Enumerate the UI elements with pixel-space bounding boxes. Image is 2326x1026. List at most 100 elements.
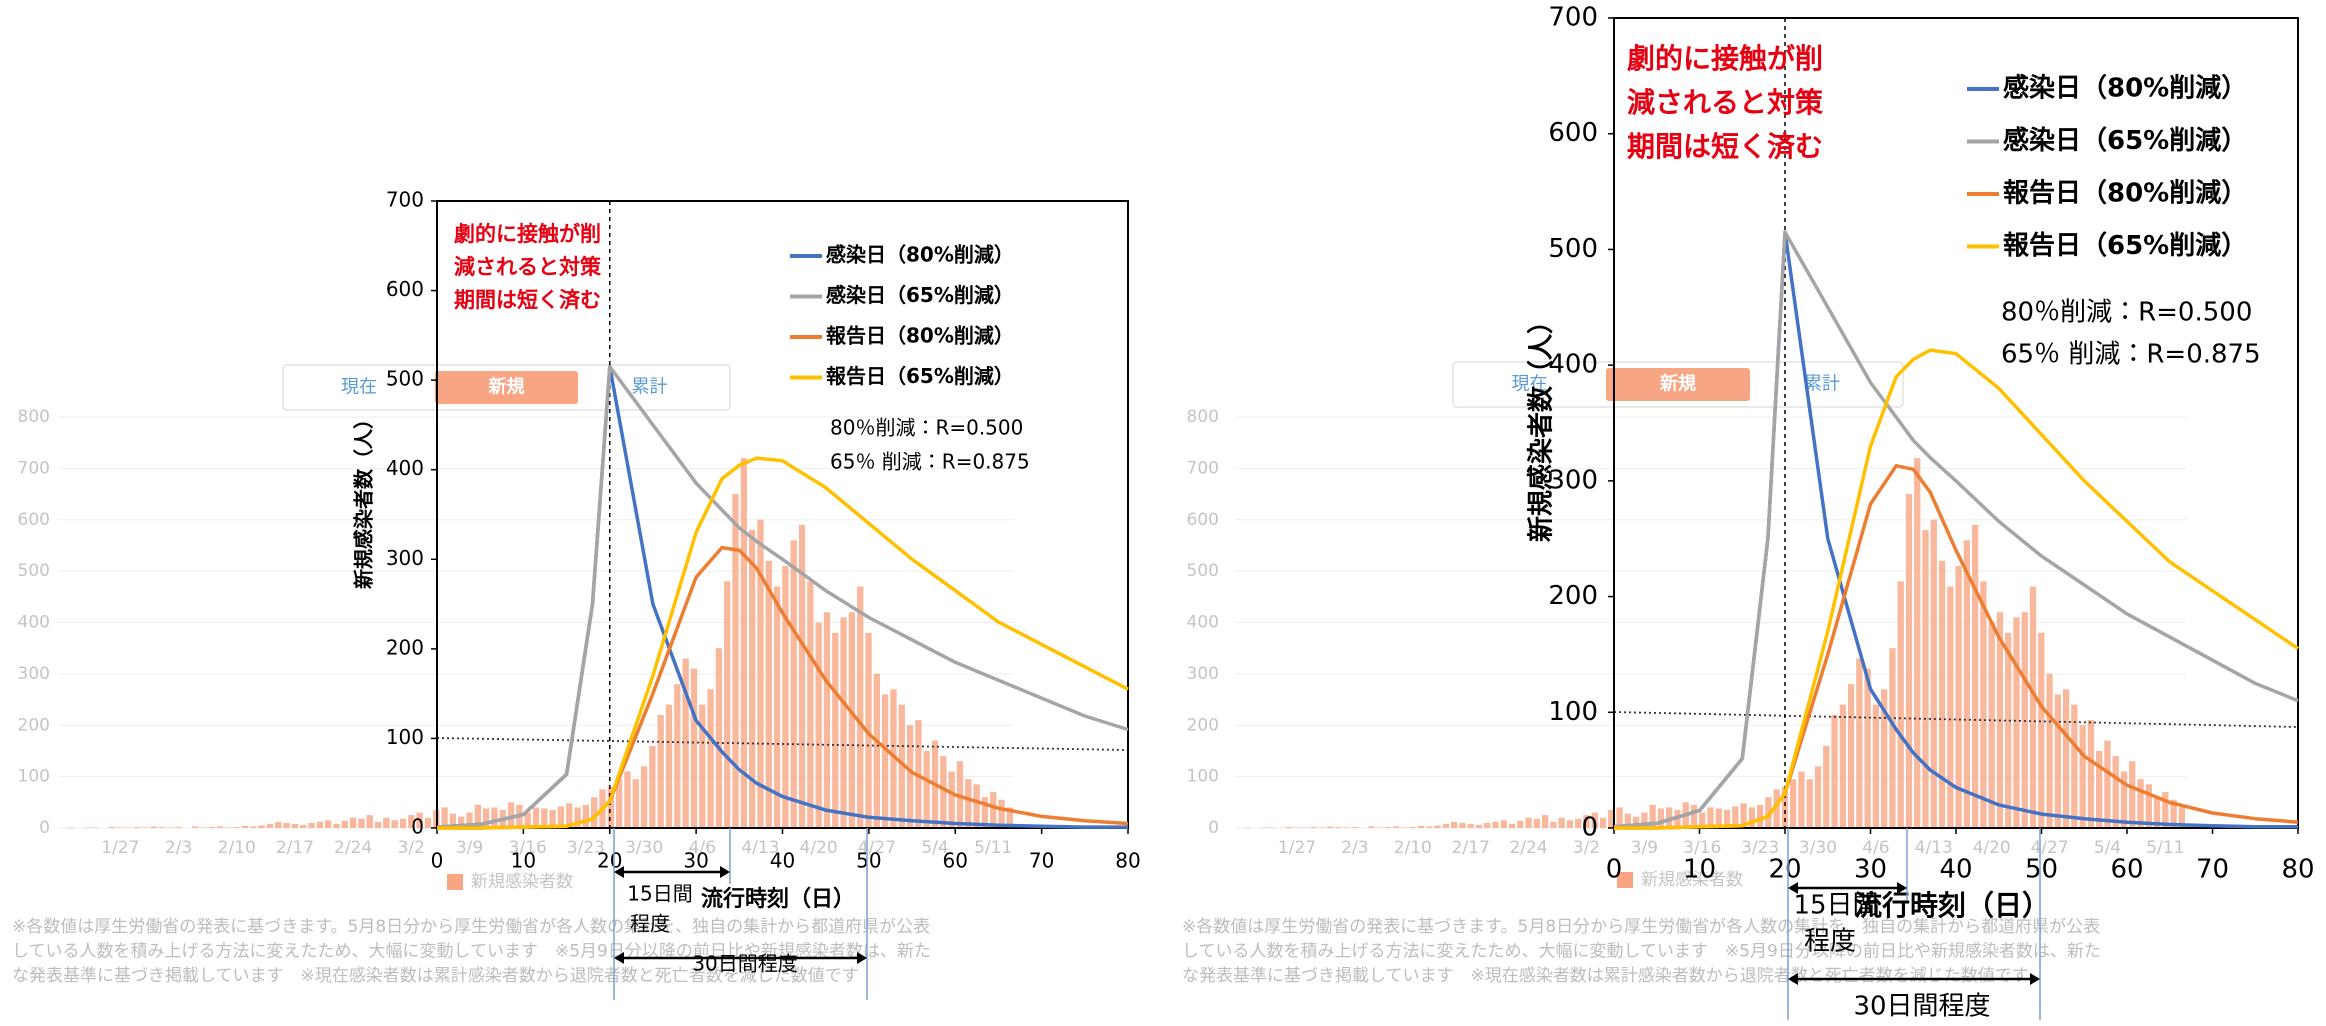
annotation: 期間は短く済む	[1627, 130, 1823, 163]
bar	[1417, 825, 1425, 828]
bar	[624, 771, 631, 828]
bar	[474, 804, 481, 828]
bar	[848, 612, 856, 828]
r-note: 65％ 削減：R=0.875	[2001, 340, 2261, 370]
bar	[1318, 827, 1325, 828]
bar	[275, 821, 282, 828]
bracket-label: 程度	[630, 912, 670, 936]
bar	[940, 756, 947, 828]
bar	[150, 826, 157, 828]
bar	[1599, 817, 1607, 828]
bar	[990, 792, 997, 828]
bar	[192, 826, 199, 828]
bar	[1856, 658, 1863, 828]
bar	[2137, 779, 2144, 828]
y-tick-label: 500	[386, 367, 424, 391]
bar	[873, 673, 880, 828]
x-tick-label: 1/27	[1278, 838, 1316, 858]
bar	[1616, 807, 1623, 828]
y-tick-label: 400	[18, 613, 50, 633]
model-chart: 0 100 200 300 400 500 600 700 0 10 20 30 40 50 60 70 80 感…	[352, 188, 1141, 1000]
bar	[699, 704, 706, 828]
y-tick-label: 300	[18, 664, 50, 684]
bar	[1376, 827, 1383, 828]
y-tick-label: 700	[386, 188, 424, 212]
bar	[1666, 807, 1673, 828]
x-tick-label: 5/11	[974, 838, 1012, 858]
x-tick-label: 20	[1768, 855, 1801, 885]
tab[interactable]: 新規	[488, 376, 525, 398]
bar	[200, 827, 207, 828]
bar	[1326, 826, 1334, 828]
bar	[1707, 807, 1714, 828]
bar	[1434, 825, 1441, 828]
x-tick-label: 2/17	[276, 838, 314, 858]
x-tick-label: 3/2	[398, 838, 425, 858]
legend-label: 報告日（65%削減）	[826, 364, 1014, 388]
bar	[1368, 826, 1375, 828]
bar	[1806, 779, 1813, 828]
bar	[383, 817, 390, 828]
y-tick-label: 300	[386, 546, 424, 570]
bar	[832, 632, 839, 828]
bar	[125, 827, 132, 828]
bar	[1897, 581, 1904, 828]
y-tick-label: 600	[18, 510, 50, 530]
bar	[541, 808, 548, 828]
bar	[1649, 804, 1656, 828]
bar	[374, 821, 382, 828]
bar	[1484, 822, 1491, 828]
bar	[840, 617, 847, 828]
tab[interactable]: 新規	[1659, 373, 1696, 395]
x-tick-label: 60	[943, 849, 968, 873]
tab[interactable]: 現在	[341, 377, 377, 398]
y-tick-label: 200	[386, 635, 424, 659]
y-tick-label: 200	[1548, 581, 1598, 611]
y-tick-label: 200	[18, 715, 50, 735]
tab[interactable]: 累計	[632, 377, 668, 398]
bar	[765, 560, 772, 828]
x-tick-label: 4/6	[1862, 838, 1889, 858]
bar	[948, 771, 955, 828]
bar	[2029, 586, 2037, 828]
x-tick-label: 60	[2110, 855, 2143, 885]
bar	[906, 725, 914, 828]
bar	[1566, 820, 1574, 828]
bar	[1393, 826, 1400, 828]
bar	[1790, 779, 1797, 828]
y-axis-label: 新規感染者数（人）	[352, 409, 376, 590]
bar	[2005, 632, 2012, 828]
x-tick-label: 3/23	[1741, 838, 1779, 858]
bar	[233, 826, 240, 828]
bar	[2145, 784, 2152, 828]
x-tick-label: 80	[2281, 855, 2314, 885]
x-tick-label: 50	[856, 849, 881, 873]
footnote: ※各数値は厚生労働省の発表に基づきます。5月8日分から厚生労働省が各人数の集計を…	[1182, 917, 2100, 937]
bar	[1699, 812, 1706, 828]
bar	[1541, 815, 1549, 828]
bar	[690, 668, 698, 828]
bar	[391, 820, 398, 828]
tab[interactable]: 現在	[1512, 374, 1548, 395]
bar	[466, 812, 473, 828]
model-line	[1614, 348, 2299, 830]
bar	[632, 779, 639, 828]
bar	[142, 827, 149, 828]
x-tick-label: 2/24	[1509, 838, 1547, 858]
bar	[1632, 816, 1640, 828]
x-tick-label: 40	[1939, 855, 1972, 885]
bar	[1006, 807, 1014, 828]
x-tick-label: 3/23	[567, 838, 605, 858]
r-note: 80％削減：R=0.500	[830, 416, 1023, 440]
bar	[1500, 820, 1507, 828]
bar	[341, 820, 348, 828]
y-tick-label: 700	[1187, 458, 1219, 478]
bar	[1591, 812, 1598, 828]
y-tick-label: 600	[386, 277, 424, 301]
bracket-label: 30日間程度	[692, 952, 797, 976]
tab[interactable]: 累計	[1804, 374, 1840, 395]
bar	[1723, 810, 1731, 828]
bar	[507, 802, 515, 828]
bar	[316, 821, 324, 828]
bar	[757, 519, 764, 828]
